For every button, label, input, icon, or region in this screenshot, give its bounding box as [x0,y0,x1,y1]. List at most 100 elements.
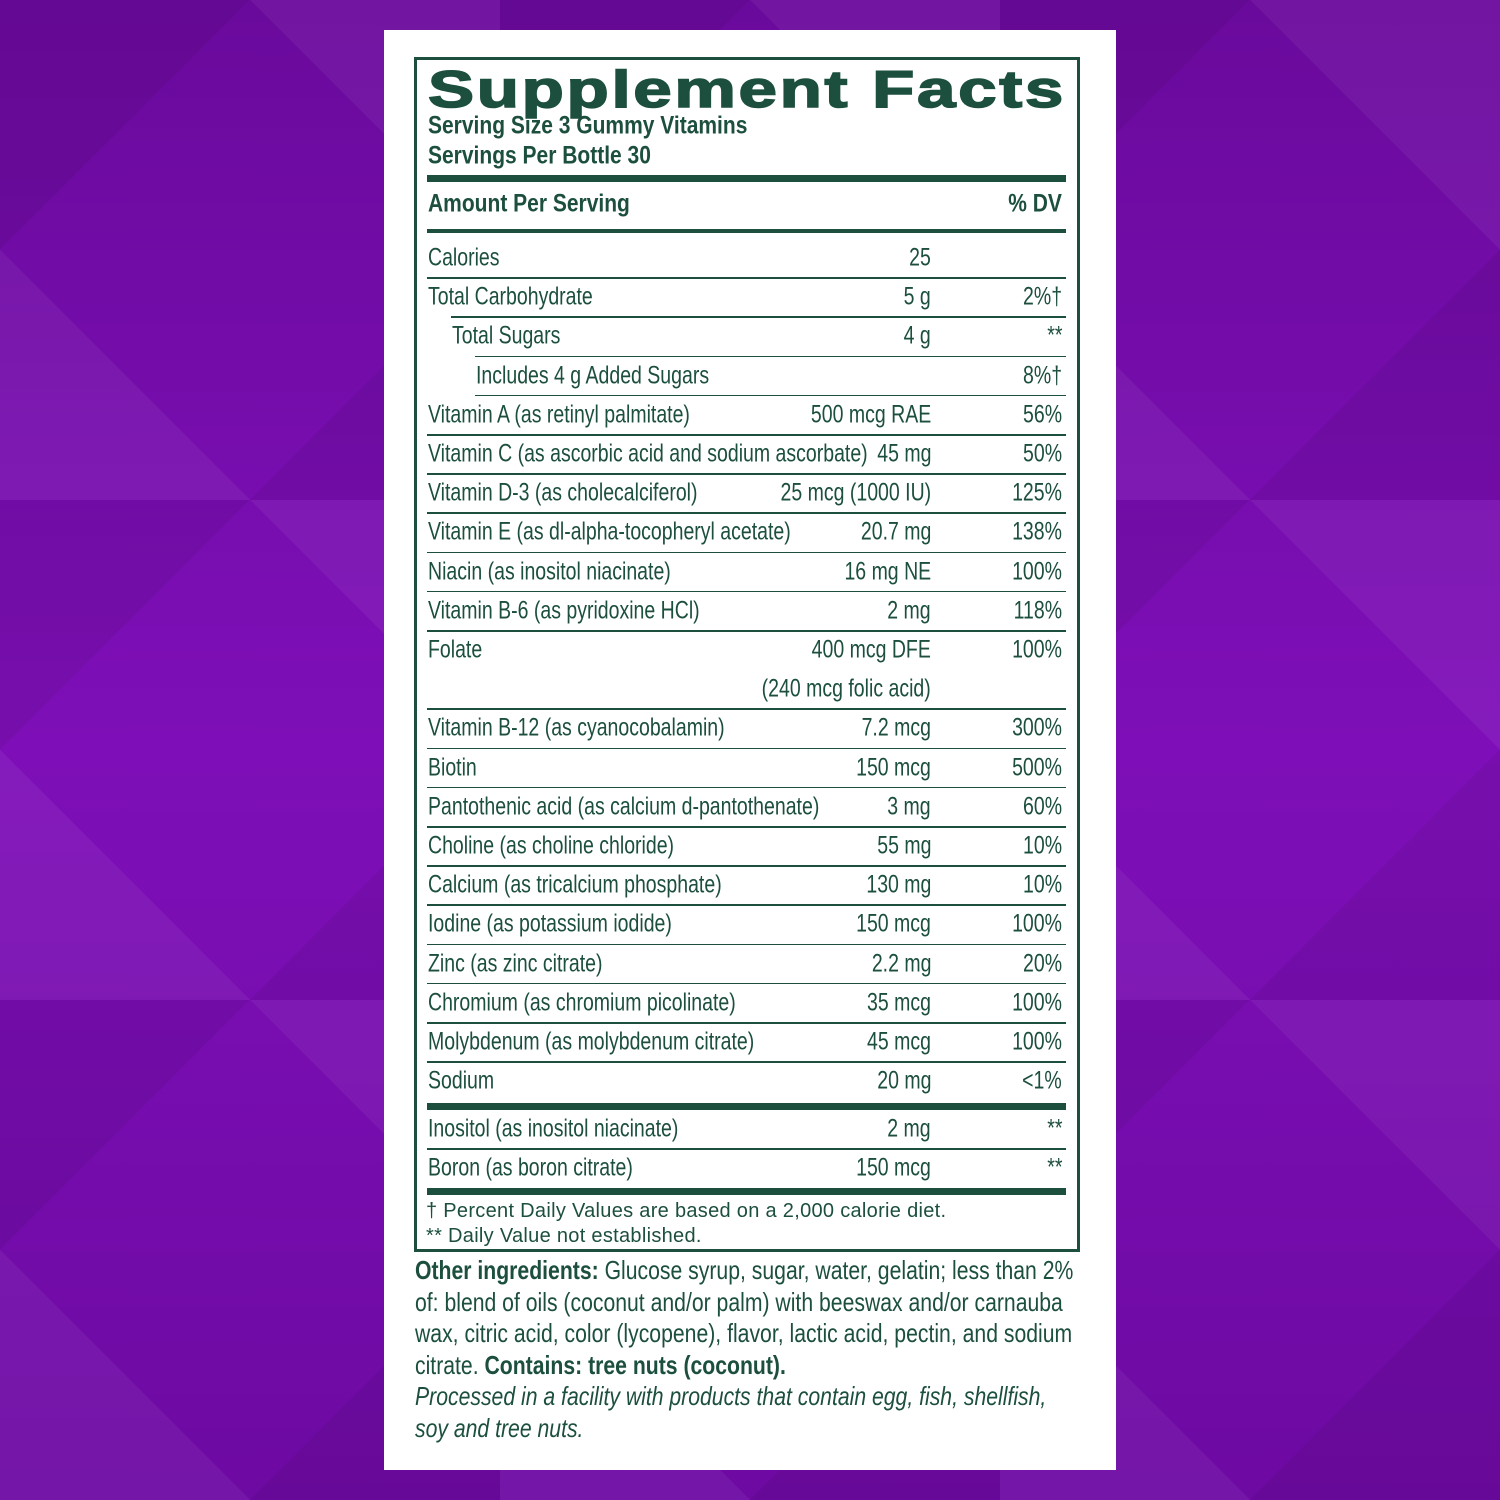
amount-cell: 2.2 mg [855,951,931,976]
daily-value-cell: 100% [998,909,1062,938]
daily-value: ** [1046,1114,1062,1143]
amount-cell: 45 mg [862,439,931,468]
amount: 2 mg [887,1114,931,1143]
nutrient-name-cell: Total Carbohydrate [428,284,639,310]
separator [427,174,1066,182]
daily-value: 118% [1013,596,1062,625]
amount: 20.7 mg [860,517,931,546]
separator [427,904,1066,906]
servings-per-container: Servings Per Bottle 30 [428,141,651,170]
nutrient-name-cell: Biotin [428,755,491,780]
amount-cell: 130 mg [848,870,931,899]
daily-value: 100% [1012,909,1062,938]
separator [427,943,1066,946]
nutrient-name-cell: Pantothenic acid (as calcium d-pantothen… [428,794,930,819]
footnote-cell: † Percent Daily Values are based on a 2,… [426,1201,946,1221]
nutrient-name-cell: Vitamin E (as dl-alpha-tocopheryl acetat… [428,519,893,545]
nutrient-name-cell: Zinc (as zinc citrate) [428,951,652,976]
amount: 45 mg [876,439,931,468]
daily-value-cell: ** [1043,1153,1062,1182]
amount: 45 mcg [867,1027,931,1056]
amount-cell: 3 mg [875,794,931,819]
amount-cell: 150 mcg [835,909,931,938]
daily-value: 8%† [1022,361,1062,390]
amount-cell: 7.2 mcg [842,713,931,742]
separator [451,316,1066,318]
separator [427,630,1066,632]
separator [427,277,1066,279]
amount: 2.2 mg [871,949,931,978]
nutrient-name-cell: Calories [428,243,520,272]
serving-size-cell: Serving Size 3 Gummy Vitamins [428,111,808,140]
nutrient-name-cell: Niacin (as inositol niacinate) [428,559,739,584]
amount: 150 mcg [856,753,931,782]
amount-cell: 4 g [896,321,931,350]
nutrient-name: Boron (as boron citrate) [428,1153,633,1182]
dv-header: % DV [1008,189,1062,218]
separator [427,229,1066,233]
amount: 150 mcg [856,909,931,938]
nutrient-name: Sodium [428,1066,495,1095]
amount: 400 mcg DFE [811,635,931,664]
nutrient-name-cell: Vitamin C (as ascorbic acid and sodium a… [428,441,992,467]
nutrient-name: Vitamin D-3 (as cholecalciferol) [428,478,698,507]
separator [427,826,1066,828]
daily-value: 300% [1012,713,1062,742]
daily-value: 100% [1012,988,1062,1017]
separator [427,865,1066,867]
separator [427,1061,1066,1063]
amount: 5 g [903,282,931,311]
daily-value-cell: 100% [998,559,1062,584]
nutrient-name-cell: Inositol (as inositol niacinate) [428,1116,749,1142]
nutrient-name: Calories [428,243,500,272]
amount-cell: 5 g [896,282,931,311]
amount-cell: 20.7 mg [841,517,931,546]
daily-value: ** [1046,321,1062,350]
nutrient-name: Choline (as choline chloride) [428,831,675,860]
daily-value-cell: 50% [1012,441,1062,467]
nutrient-name: Iodine (as potassium iodide) [428,909,672,938]
amount: 25 mcg (1000 IU) [780,478,931,507]
nutrient-name-cell: Iodine (as potassium iodide) [428,909,741,938]
daily-value-cell: 56% [1012,402,1062,427]
amount-cell: 500 mcg RAE [777,402,931,427]
amount-cell: 2 mg [875,1114,931,1143]
daily-value-cell: 500% [998,755,1062,780]
amount: 55 mg [876,831,931,860]
amount: 130 mg [865,870,931,899]
title: Supplement Facts [427,60,1066,120]
separator [427,590,1066,593]
daily-value: 20% [1022,949,1062,978]
daily-value-cell: ** [1043,1114,1062,1143]
amount-cell: 55 mg [862,831,931,860]
daily-value-cell: 125% [998,478,1062,507]
daily-value: 56% [1022,400,1062,429]
amount-cell: 150 mcg [835,1155,931,1181]
nutrient-name: Pantothenic acid (as calcium d-pantothen… [428,792,820,821]
ingredients-text: Glucose syrup, sugar, water, gelatin; le… [415,1255,1074,1380]
nutrient-name: Chromium (as chromium picolinate) [428,988,736,1017]
nutrient-name: Includes 4 g Added Sugars [476,361,710,390]
daily-value: <1% [1022,1066,1062,1095]
nutrient-name-cell: Molybdenum (as molybdenum citrate) [428,1029,846,1055]
daily-value-cell: 100% [998,990,1062,1015]
daily-value: 125% [1012,478,1062,507]
footnote: ** Daily Value not established. [426,1225,702,1247]
amount-cell: 25 [903,245,931,271]
daily-value: ** [1046,1153,1062,1182]
serving-size: Serving Size 3 Gummy Vitamins [428,111,748,140]
nutrient-name-cell: Includes 4 g Added Sugars [476,363,775,388]
daily-value-cell: 10% [1012,872,1062,898]
daily-value-cell: 60% [1012,794,1062,819]
amount: 7.2 mcg [861,713,931,742]
nutrient-name-cell: Chromium (as chromium picolinate) [428,990,823,1015]
daily-value-cell: 20% [1012,951,1062,976]
nutrient-name: Total Sugars [452,321,561,350]
nutrient-name: Zinc (as zinc citrate) [428,949,603,978]
separator [427,982,1066,985]
amount-cell: 400 mcg DFE [778,635,931,664]
footnote: † Percent Daily Values are based on a 2,… [426,1200,947,1222]
amount: 4 g [903,321,931,350]
separator [427,512,1066,514]
amount-header-cell: Amount Per Serving [428,191,668,217]
